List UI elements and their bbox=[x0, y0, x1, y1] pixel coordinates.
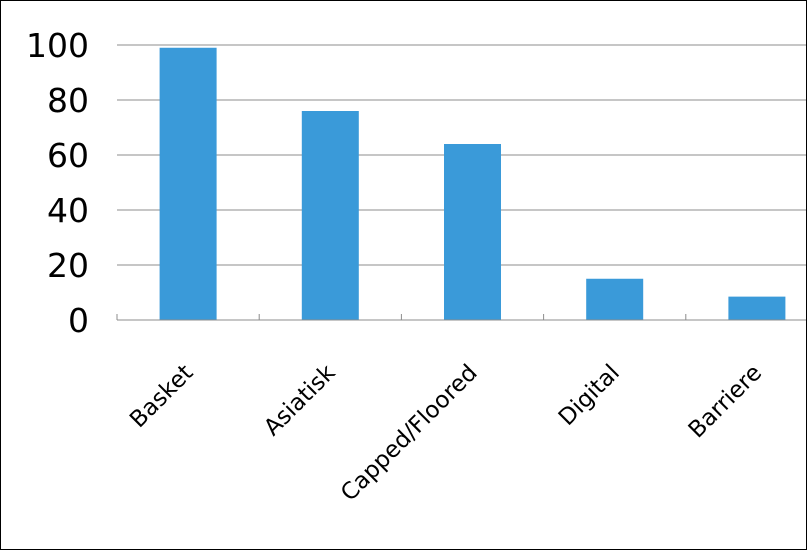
bar-barriere bbox=[728, 296, 786, 320]
bar-asiatisk bbox=[301, 111, 359, 320]
y-tick-label: 20 bbox=[47, 246, 89, 285]
y-tick-label: 60 bbox=[47, 136, 89, 175]
y-tick-label: 40 bbox=[47, 191, 89, 230]
y-tick-label: 0 bbox=[68, 301, 89, 340]
bar-capped-floored bbox=[444, 144, 501, 320]
x-category-label: Digital bbox=[554, 360, 625, 431]
y-axis-tick-labels: 0 20 40 60 80 100 bbox=[26, 26, 89, 340]
x-axis bbox=[116, 314, 806, 321]
x-category-label: Barriere bbox=[684, 360, 767, 443]
y-tick-label: 80 bbox=[47, 81, 89, 120]
x-category-label: Asiatisk bbox=[259, 359, 341, 441]
bars bbox=[159, 47, 786, 320]
bar-basket bbox=[159, 47, 217, 320]
bar-digital bbox=[586, 278, 644, 320]
x-category-label: Basket bbox=[125, 360, 198, 433]
x-category-label: Capped/Floored bbox=[336, 360, 483, 507]
y-tick-label: 100 bbox=[26, 26, 89, 65]
